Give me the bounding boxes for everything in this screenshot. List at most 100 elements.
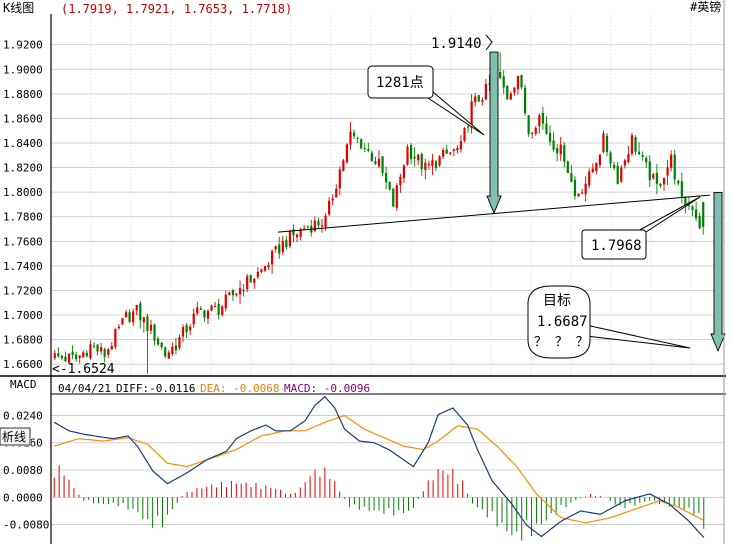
candle-down [231, 290, 235, 296]
candle-down [60, 355, 64, 359]
price-tick-label: 1.7000 [3, 309, 43, 322]
candle-down [434, 161, 438, 168]
candle-up [114, 328, 117, 347]
candle-down [655, 172, 659, 184]
macd-date: 04/04/21 [58, 382, 111, 395]
candle-up [181, 327, 185, 337]
candle-up [117, 326, 121, 329]
price-tick-label: 1.6800 [3, 334, 43, 347]
candle-up [235, 293, 238, 296]
candle-up [442, 150, 445, 157]
peak-label: 1.9140 [431, 36, 482, 52]
cut-label-box[interactable] [0, 427, 31, 446]
price-tick-label: 1.7600 [3, 235, 43, 248]
candle-up [142, 317, 145, 323]
candle-down [445, 149, 448, 154]
candle-down [466, 126, 470, 128]
candle-up [274, 246, 277, 250]
candle-down [648, 161, 651, 181]
candle-up [538, 115, 541, 127]
candle-down [360, 139, 363, 149]
candle-up [438, 156, 441, 166]
candle-down [203, 310, 206, 318]
candle-down [694, 209, 698, 219]
candle-down [185, 325, 188, 333]
candle-down [409, 144, 413, 159]
target-value: 1.6687 [537, 314, 588, 330]
candle-down [374, 161, 377, 165]
candle-down [146, 316, 149, 332]
candle-down [552, 140, 555, 150]
candle-down [502, 76, 505, 88]
candle-down [702, 202, 705, 227]
price-tick-label: 1.8800 [3, 88, 43, 101]
candle-down [548, 132, 552, 142]
price-tick-label: 1.9200 [3, 39, 43, 52]
candle-up [666, 167, 669, 176]
target-arrow [710, 191, 726, 353]
candle-up [167, 352, 170, 359]
points-label: 1281点 [376, 75, 424, 91]
candle-down [388, 181, 391, 190]
candle-down [541, 113, 544, 124]
candle-up [584, 183, 587, 195]
candle-up [481, 100, 484, 102]
candle-up [580, 192, 584, 194]
annotations [277, 34, 726, 353]
candle-down [659, 184, 662, 186]
candle-up [652, 174, 655, 179]
candle-up [427, 164, 430, 166]
candle-up [424, 162, 427, 170]
candle-down [285, 240, 288, 248]
low-label: <-1.6524 [52, 362, 115, 377]
candle-down [420, 153, 423, 170]
price-tick-label: 1.6600 [3, 358, 43, 371]
candle-down [249, 275, 252, 283]
candle-up [107, 349, 110, 355]
candle-down [520, 74, 523, 88]
candle-up [189, 326, 192, 331]
candle-up [630, 135, 634, 154]
macd-value: MACD: -0.0096 [284, 382, 370, 395]
candle-down [306, 226, 309, 228]
candle-up [602, 133, 605, 153]
candle-down [677, 180, 680, 184]
candle-up [598, 154, 602, 165]
candle-down [217, 303, 220, 315]
candle-up [627, 154, 630, 163]
candle-up [82, 352, 85, 358]
candle-up [331, 198, 334, 201]
candle-up [263, 266, 267, 271]
target-callout: 目标 1.6687 ？ ？ ？ [527, 285, 691, 359]
candle-up [210, 305, 213, 311]
candle-down [356, 137, 359, 139]
candle-up [295, 234, 299, 238]
target-question: ？ ？ ？ [534, 335, 589, 350]
candle-up [228, 292, 231, 295]
candle-down [367, 148, 370, 151]
candle-up [338, 169, 341, 189]
candle-up [256, 271, 259, 278]
candle-down [609, 152, 612, 164]
candle-up [670, 154, 673, 168]
candle-down [392, 188, 395, 207]
candle-down [164, 347, 167, 357]
candle-up [513, 87, 516, 93]
candle-up [456, 147, 459, 151]
candle-down [64, 356, 67, 362]
price-tick-label: 1.7200 [3, 284, 43, 297]
candle-down [680, 181, 683, 197]
candle-up [267, 264, 270, 268]
price-tick-label: 1.7400 [3, 260, 43, 273]
candle-down [71, 351, 74, 356]
candle-up [206, 310, 210, 319]
ohlc-readout: (1.7919, 1.7921, 1.7653, 1.7718) [61, 2, 292, 16]
candle-down [75, 354, 78, 360]
candle-up [484, 84, 487, 100]
candle-down [128, 312, 131, 323]
candle-up [149, 324, 153, 331]
candle-up [417, 154, 420, 161]
cut-label[interactable]: 析线 [2, 430, 26, 444]
candle-down [506, 85, 509, 100]
